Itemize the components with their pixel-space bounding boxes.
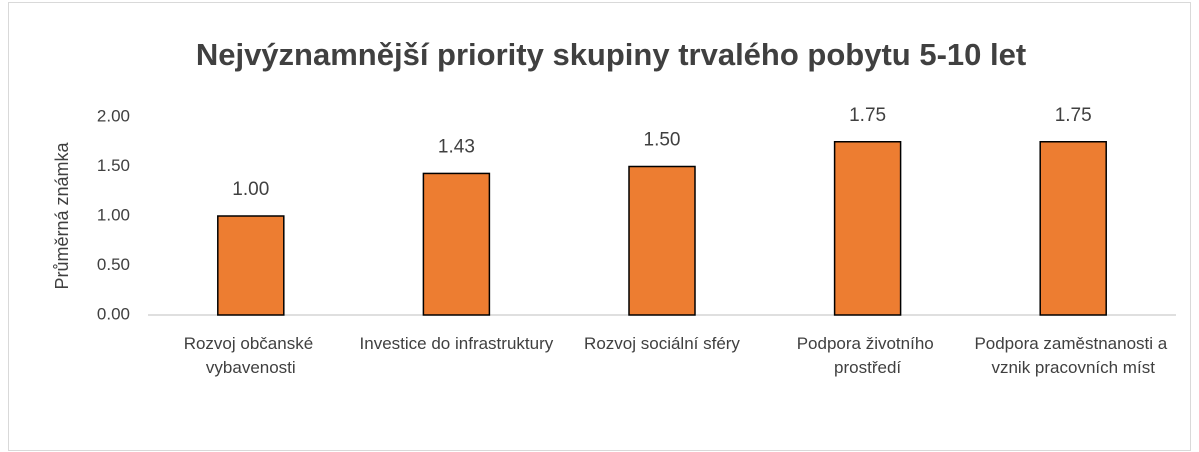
x-tick-label: Rozvoj občanské vybavenosti (184, 334, 318, 377)
bar (217, 215, 285, 316)
chart-border (8, 2, 1191, 451)
data-label: 1.75 (1055, 105, 1092, 126)
y-tick-label: 0.00 (97, 304, 130, 323)
x-tick-label: Rozvoj sociální sféry (584, 334, 740, 353)
bar (1039, 141, 1107, 316)
bar (628, 165, 696, 316)
data-label: 1.75 (849, 105, 886, 126)
y-tick-label: 2.00 (97, 106, 130, 125)
x-tick-label: Podpora zaměstnanosti a vznik pracovních… (974, 334, 1172, 377)
y-tick-label: 1.00 (97, 205, 130, 224)
bar (422, 172, 491, 316)
y-tick-label: 0.50 (97, 255, 130, 274)
data-label: 1.43 (438, 136, 475, 157)
chart-title: Nejvýznamnější priority skupiny trvalého… (196, 37, 1026, 72)
x-tick-label: Podpora životního prostředí (797, 334, 939, 377)
data-label: 1.00 (232, 179, 269, 200)
data-label: 1.50 (644, 130, 681, 151)
y-axis-label: Průměrná známka (52, 141, 72, 289)
y-tick-label: 1.50 (97, 156, 130, 175)
bar (833, 141, 902, 316)
x-tick-label: Investice do infrastruktury (360, 334, 554, 353)
